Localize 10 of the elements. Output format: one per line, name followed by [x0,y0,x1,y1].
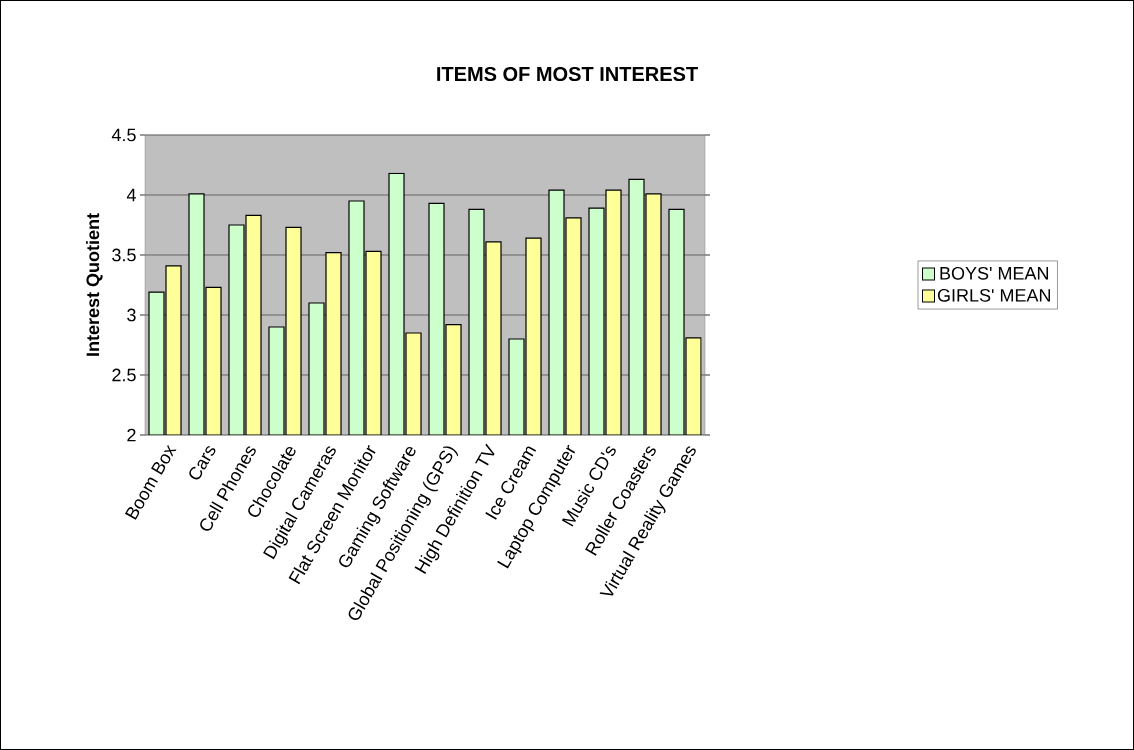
chart-title: ITEMS OF MOST INTEREST [437,66,698,82]
y-tick-label: 3 [127,308,136,322]
y-tick-label: 2 [127,428,136,442]
legend-label: BOYS' MEAN [940,266,1048,280]
y-axis-title: Interest Quotient [85,213,103,356]
y-tick-label: 2.5 [112,368,136,382]
legend-label: GIRLS' MEAN [937,288,1050,302]
y-tick-label: 4 [126,188,136,202]
y-tick-label: 4.5 [111,128,136,142]
y-tick-label: 3.5 [112,248,136,262]
